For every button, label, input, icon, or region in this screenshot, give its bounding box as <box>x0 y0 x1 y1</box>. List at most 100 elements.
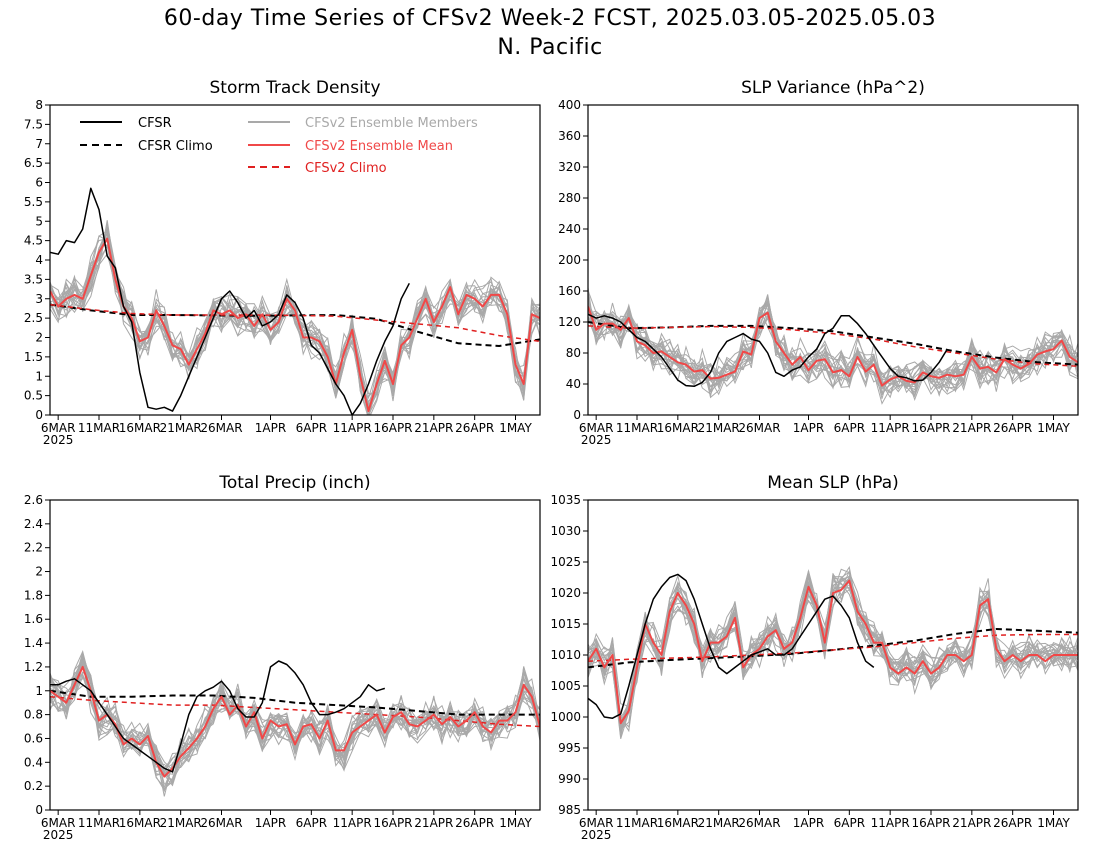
x-tick-label: 16MAR <box>119 421 161 435</box>
y-tick-label: 2.5 <box>24 311 43 325</box>
y-tick-label: 0 <box>35 408 43 422</box>
x-year-label: 2025 <box>43 433 74 447</box>
y-tick-label: 0.5 <box>24 389 43 403</box>
x-tick-label: 11MAR <box>78 421 120 435</box>
ensemble-members <box>50 650 540 797</box>
ensemble-member-line <box>588 583 1078 739</box>
x-year-label: 2025 <box>581 433 612 447</box>
panel-frame <box>49 104 541 416</box>
plot-area <box>50 650 540 797</box>
x-tick-label: 1APR <box>255 816 286 830</box>
ensemble-member-line <box>50 660 540 785</box>
ensemble-member-line <box>50 657 540 792</box>
chart-panel-4: Mean SLP (hPa) 985 990 995 1000 1005 1010 1015 1… <box>550 473 1079 842</box>
x-tick-label: 26APR <box>993 816 1032 830</box>
ensemble-mean-line <box>588 306 1078 387</box>
cfsv2-climo-line <box>50 695 540 728</box>
x-tick-label: 26MAR <box>200 816 242 830</box>
x-tick-label: 6MAR <box>579 816 614 830</box>
y-tick-label: 1020 <box>550 586 581 600</box>
ensemble-members <box>50 220 540 415</box>
y-tick-label: 0.8 <box>24 708 43 722</box>
ensemble-member-line <box>50 252 540 412</box>
x-tick-label: 1MAY <box>1037 421 1070 435</box>
y-tick-label: 1025 <box>550 555 581 569</box>
panel-frame <box>587 499 1079 811</box>
x-tick-label: 11MAR <box>616 421 658 435</box>
ensemble-member-line <box>588 308 1078 399</box>
y-tick-label: 2.4 <box>24 517 43 531</box>
y-tick-label: 7 <box>35 137 43 151</box>
y-tick-label: 240 <box>558 222 581 236</box>
legend-label: CFSR <box>138 116 172 131</box>
cfsr-line <box>50 660 386 773</box>
x-tick-label: 6MAR <box>41 421 76 435</box>
y-tick-label: 0.4 <box>24 755 43 769</box>
x-tick-label: 1APR <box>255 421 286 435</box>
y-tick-label: 1015 <box>550 617 581 631</box>
x-tick-label: 16APR <box>911 816 950 830</box>
y-tick-label: 5.5 <box>24 195 43 209</box>
ensemble-member-line <box>50 652 540 774</box>
panel-title: Total Precip (inch) <box>218 473 370 493</box>
plot-area <box>588 287 1078 405</box>
x-year-label: 2025 <box>581 828 612 842</box>
legend-label: CFSv2 Ensemble Members <box>305 116 478 131</box>
y-tick-label: 5 <box>35 214 43 228</box>
panel-title: Storm Track Density <box>209 78 380 98</box>
y-tick-label: 200 <box>558 253 581 267</box>
x-tick-label: 21APR <box>952 816 991 830</box>
y-tick-label: 2.2 <box>24 541 43 555</box>
y-tick-label: 1005 <box>550 679 581 693</box>
plot-area <box>50 187 540 415</box>
x-tick-label: 21MAR <box>698 421 740 435</box>
cfsr-line <box>588 313 948 388</box>
legend-label: CFSv2 Climo <box>305 161 387 176</box>
x-tick-label: 16APR <box>911 421 950 435</box>
x-tick-label: 26MAR <box>738 816 780 830</box>
figure-title: 60-day Time Series of CFSv2 Week-2 FCST,… <box>0 4 1100 62</box>
x-tick-label: 6APR <box>834 421 865 435</box>
y-tick-label: 1.6 <box>24 612 43 626</box>
y-tick-label: 280 <box>558 191 581 205</box>
y-tick-label: 6.5 <box>24 156 43 170</box>
ensemble-members <box>588 287 1078 405</box>
x-tick-label: 21APR <box>952 421 991 435</box>
x-tick-label: 16APR <box>373 816 412 830</box>
y-tick-label: 8 <box>35 98 43 112</box>
y-tick-label: 0.6 <box>24 731 43 745</box>
x-tick-label: 26APR <box>455 816 494 830</box>
y-tick-label: 2.6 <box>24 493 43 507</box>
ensemble-member-line <box>588 572 1078 729</box>
y-tick-label: 320 <box>558 160 581 174</box>
y-tick-label: 7.5 <box>24 117 43 131</box>
ensemble-member-line <box>50 228 540 398</box>
x-tick-label: 26MAR <box>200 421 242 435</box>
panel-title: Mean SLP (hPa) <box>767 473 899 493</box>
y-tick-label: 985 <box>558 803 581 817</box>
x-tick-label: 6APR <box>834 816 865 830</box>
ensemble-mean-line <box>588 579 1078 725</box>
ensemble-member-line <box>588 305 1078 401</box>
x-tick-label: 26APR <box>455 421 494 435</box>
y-tick-label: 4.5 <box>24 234 43 248</box>
x-tick-label: 21APR <box>414 816 453 830</box>
x-tick-label: 16MAR <box>119 816 161 830</box>
ensemble-member-line <box>588 290 1078 393</box>
y-tick-label: 995 <box>558 741 581 755</box>
y-tick-label: 80 <box>566 346 581 360</box>
ensemble-member-line <box>50 661 540 787</box>
x-tick-label: 21MAR <box>160 816 202 830</box>
x-tick-label: 6MAR <box>41 816 76 830</box>
y-tick-label: 1035 <box>550 493 581 507</box>
x-tick-label: 1APR <box>793 816 824 830</box>
y-tick-label: 1.4 <box>24 636 43 650</box>
y-tick-label: 1 <box>35 684 43 698</box>
x-year-label: 2025 <box>43 828 74 842</box>
cfsr-line <box>50 187 410 415</box>
y-tick-label: 360 <box>558 129 581 143</box>
cfsv2-climo-line <box>50 303 540 343</box>
y-tick-label: 120 <box>558 315 581 329</box>
x-tick-label: 11APR <box>333 816 372 830</box>
x-tick-label: 6MAR <box>579 421 614 435</box>
